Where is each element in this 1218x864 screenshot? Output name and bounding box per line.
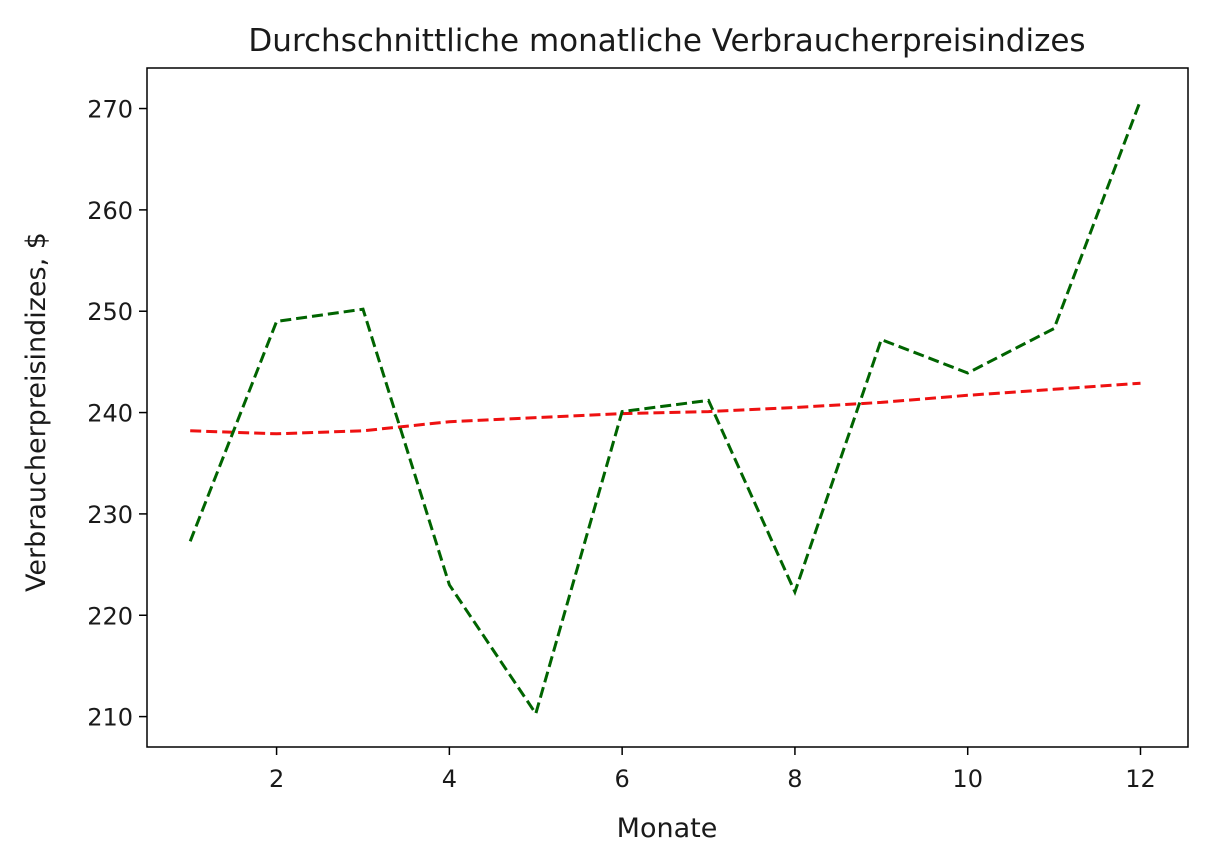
- chart-title: Durchschnittliche monatliche Verbraucher…: [248, 23, 1085, 59]
- series-layer: [188, 99, 1142, 718]
- plot-frame: [146, 67, 1189, 748]
- x-axis-label: Monate: [617, 813, 718, 844]
- y-tick-label: 230: [87, 501, 133, 529]
- y-tick-label: 220: [87, 602, 133, 630]
- y-tick-label: 210: [87, 704, 133, 732]
- series-line-2: [188, 99, 1142, 718]
- x-axis-ticks: 2 4 6 8 10 12: [269, 747, 1156, 793]
- y-tick-label: 270: [87, 96, 133, 124]
- x-tick-label: 8: [787, 765, 802, 793]
- y-axis-label: Verbraucherpreisindizes, $: [21, 232, 52, 592]
- x-tick-label: 10: [952, 765, 983, 793]
- x-tick-label: 6: [615, 765, 630, 793]
- x-tick-label: 4: [442, 765, 457, 793]
- series-line-1: [190, 381, 1141, 436]
- plot-area: [146, 67, 1189, 748]
- y-tick-label: 250: [87, 298, 133, 326]
- x-tick-label: 12: [1125, 765, 1156, 793]
- x-tick-label: 2: [269, 765, 284, 793]
- y-tick-label: 260: [87, 197, 133, 225]
- y-axis-ticks: 210 220 230 240 250 260 270: [87, 96, 147, 732]
- y-tick-label: 240: [87, 400, 133, 428]
